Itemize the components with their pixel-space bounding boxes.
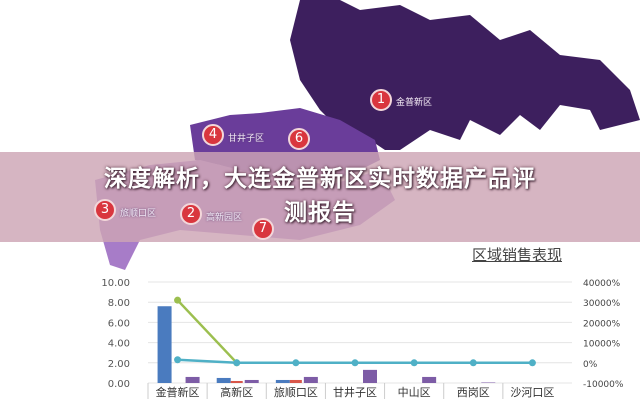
right-tick-label: -10000% xyxy=(583,380,624,390)
series-line xyxy=(176,299,238,364)
right-tick-label: 0% xyxy=(583,360,598,370)
headline: 深度解析，大连金普新区实时数据产品评 测报告 xyxy=(0,162,640,230)
rank-marker-4: 4 xyxy=(202,124,224,146)
bar xyxy=(481,382,496,383)
left-tick-label: 4.00 xyxy=(108,339,130,350)
bar xyxy=(244,379,259,383)
left-tick-label: 8.00 xyxy=(108,298,130,309)
left-tick-label: 2.00 xyxy=(108,359,130,370)
rank-marker-7: 7 xyxy=(252,218,274,240)
chart-title: 区域销售表现 xyxy=(472,246,563,264)
category-label: 甘井子区 xyxy=(333,385,377,399)
line-point xyxy=(351,359,359,367)
left-tick-label: 6.00 xyxy=(108,318,130,329)
bar xyxy=(422,376,437,383)
rank-marker-1: 1 xyxy=(370,89,392,111)
rank-marker-6: 6 xyxy=(288,128,310,150)
headline-line-2: 测报告 xyxy=(284,200,356,226)
line-point xyxy=(174,296,182,304)
line-point xyxy=(410,359,418,367)
bar xyxy=(230,380,243,383)
rank-marker-3: 3 xyxy=(94,199,116,221)
left-tick-label: 0.00 xyxy=(108,379,130,390)
map-label-ganjingzi: 甘井子区 xyxy=(228,134,265,144)
line-point xyxy=(469,359,477,367)
line-point xyxy=(233,359,241,367)
rank-marker-2: 2 xyxy=(180,203,202,225)
map-label-gaoxin: 高新园区 xyxy=(206,213,243,223)
headline-line-1: 深度解析，大连金普新区实时数据产品评 xyxy=(104,166,536,192)
category-label: 金普新区 xyxy=(156,385,200,399)
bar xyxy=(216,377,231,383)
bar xyxy=(289,379,302,383)
line-point xyxy=(174,356,182,364)
bar xyxy=(275,379,290,383)
line-point xyxy=(528,359,536,367)
bar xyxy=(185,376,200,383)
right-tick-label: 40000% xyxy=(583,279,621,289)
category-label: 西岗区 xyxy=(457,386,490,399)
left-tick-label: 10.00 xyxy=(101,278,130,289)
map-label-lvshunkou: 旅顺口区 xyxy=(120,209,157,219)
map-label-jinpu: 金普新区 xyxy=(396,98,433,108)
region-jinpu xyxy=(290,0,640,150)
headline-banner xyxy=(0,152,640,242)
line-point xyxy=(292,359,300,367)
bar xyxy=(157,306,172,383)
bar xyxy=(363,369,377,383)
category-label: 旅顺口区 xyxy=(274,385,318,399)
category-label: 沙河口区 xyxy=(510,386,554,399)
right-tick-label: 10000% xyxy=(583,340,621,350)
right-tick-label: 30000% xyxy=(583,299,621,309)
category-label: 高新区 xyxy=(220,385,253,399)
right-tick-label: 20000% xyxy=(583,319,621,329)
bar xyxy=(303,376,318,383)
category-label: 中山区 xyxy=(398,386,431,399)
